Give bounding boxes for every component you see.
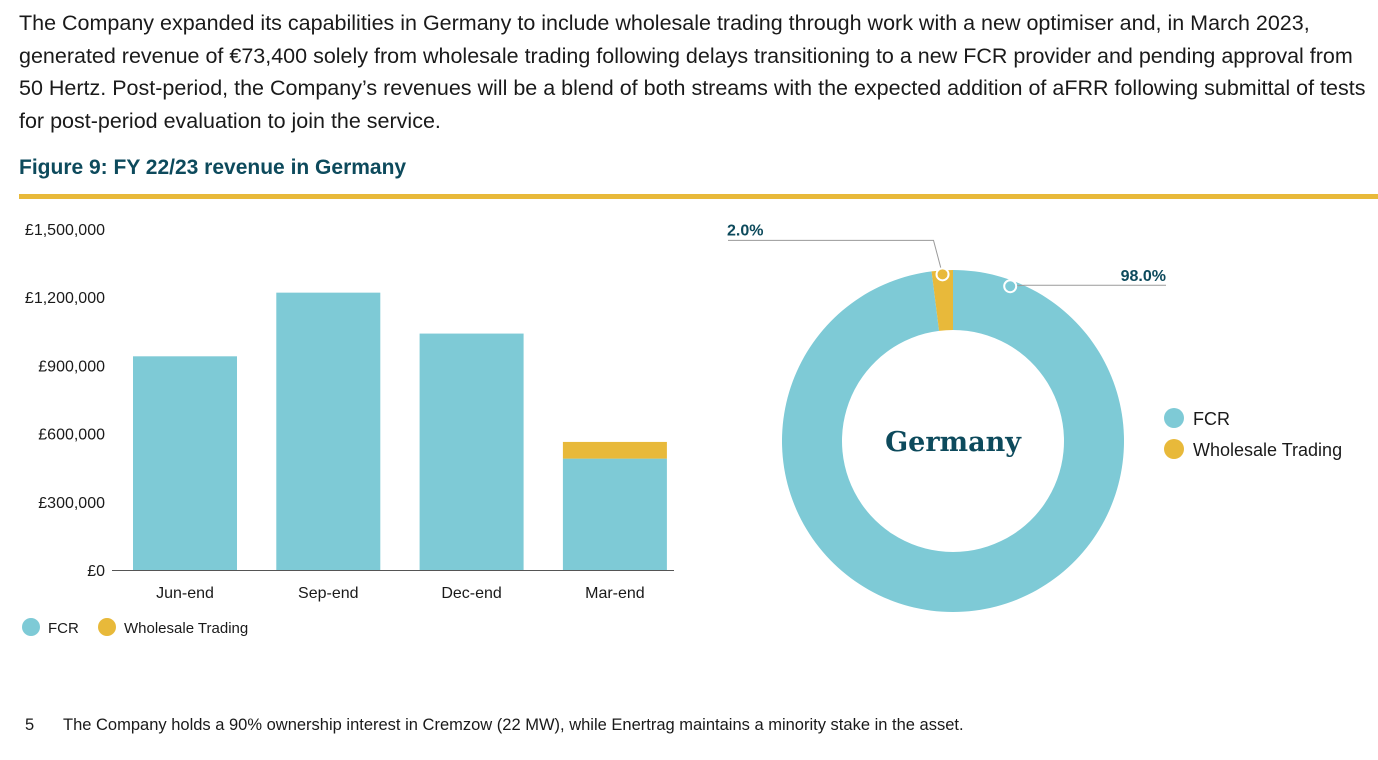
x-tick-label: Jun-end <box>156 585 214 602</box>
bar-chart: £0 £300,000 £600,000 £900,000 £1,200,000 £1,5… <box>22 222 674 637</box>
legend-fcr-label: FCR <box>1193 409 1230 429</box>
callout-dot-wholesale <box>935 267 950 282</box>
legend-fcr-swatch <box>1164 408 1184 428</box>
y-tick-label: £900,000 <box>38 358 105 375</box>
bar-fcr-sep-end <box>276 292 381 570</box>
title-rule <box>19 194 1378 199</box>
callout-line-wholesale <box>728 239 943 275</box>
callout-dot-fcr <box>1003 279 1018 294</box>
y-tick-label: £300,000 <box>38 495 105 512</box>
callout-line-fcr <box>1010 284 1166 287</box>
footnote-text: The Company holds a 90% ownership intere… <box>63 716 964 734</box>
donut-slice-wholesale <box>931 270 953 331</box>
figure-title: Figure 9: FY 22/23 revenue in Germany <box>19 156 407 179</box>
x-tick-label: Sep-end <box>298 585 359 602</box>
bar-legend: FCR Wholesale Trading <box>22 618 248 637</box>
footnote: 5 The Company holds a 90% ownership inter… <box>25 716 964 735</box>
x-tick-label: Mar-end <box>585 585 645 602</box>
legend-wholesale-swatch <box>1164 439 1184 459</box>
pct-label-wholesale: 2.0% <box>727 222 763 239</box>
y-tick-label: £1,200,000 <box>25 290 105 307</box>
bar-fcr-dec-end <box>419 333 524 570</box>
footnote-number: 5 <box>25 716 35 734</box>
intro-paragraph: The Company expanded its capabilities in… <box>19 11 1366 133</box>
donut-chart: 98.0% 2.0% Germany FCR Wholesale Trading <box>727 222 1342 613</box>
donut-slice-fcr <box>781 270 1124 613</box>
bar-wholesale-mar-end <box>562 441 667 459</box>
x-tick-label: Dec-end <box>441 585 501 602</box>
donut-legend: FCR Wholesale Trading <box>1164 408 1342 460</box>
bar-fcr-mar-end <box>562 458 667 570</box>
legend-fcr-swatch <box>22 618 40 636</box>
pct-label-fcr: 98.0% <box>1121 268 1166 285</box>
y-tick-label: £600,000 <box>38 427 105 444</box>
bar-fcr-jun-end <box>133 356 237 570</box>
y-tick-label: £1,500,000 <box>25 222 105 239</box>
legend-fcr-label: FCR <box>48 620 79 637</box>
legend-wholesale-label: Wholesale Trading <box>1193 440 1342 460</box>
legend-wholesale-label: Wholesale Trading <box>124 620 248 637</box>
y-tick-label: £0 <box>87 563 105 580</box>
donut-center-label: Germany <box>885 427 1022 458</box>
legend-wholesale-swatch <box>98 618 116 636</box>
